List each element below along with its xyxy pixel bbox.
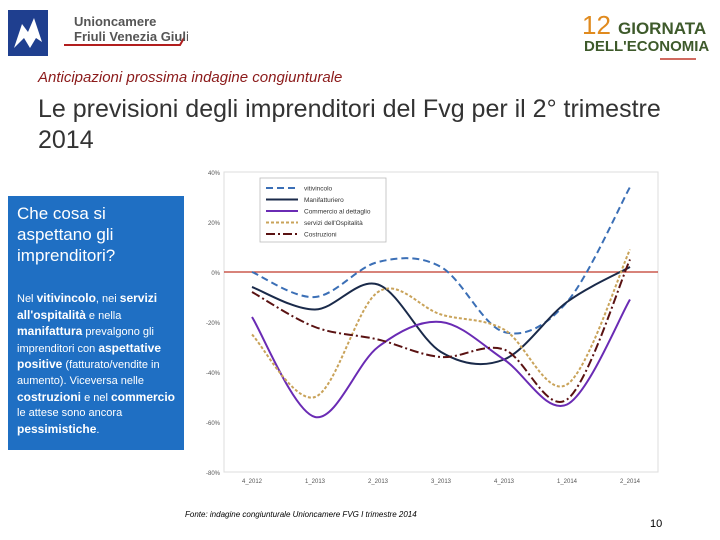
slide-title: Le previsioni degli imprenditori del Fvg… bbox=[38, 95, 661, 154]
x-tick-label: 2_2013 bbox=[368, 479, 389, 485]
box-text-segment: . bbox=[96, 423, 100, 436]
box-text-segment: e nella bbox=[85, 309, 122, 322]
series-line-3 bbox=[251, 249, 631, 399]
box-text-segment: , nei bbox=[95, 293, 120, 305]
x-tick-label: 1_2013 bbox=[305, 479, 326, 485]
x-tick-label: 2_2014 bbox=[620, 479, 641, 485]
logo-number: 12 bbox=[582, 10, 611, 40]
legend-label: Commercio al dettaglio bbox=[304, 209, 371, 216]
legend-label: vitivincolo bbox=[304, 186, 333, 193]
box-text-segment: (fatturato/vendite in aumento). Vicevers… bbox=[17, 359, 160, 387]
box-keyword: costruzioni bbox=[17, 389, 82, 404]
x-tick-label: 1_2014 bbox=[557, 479, 578, 485]
y-tick-label: -20% bbox=[206, 321, 221, 327]
series-line-0 bbox=[251, 186, 631, 335]
y-tick-label: 20% bbox=[208, 221, 221, 227]
source-note: Fonte: indagine congiunturale Unioncamer… bbox=[185, 510, 417, 519]
logo-line1: Unioncamere bbox=[74, 14, 156, 29]
series-line-4 bbox=[251, 259, 631, 403]
box-question: Che cosa si aspettano gli imprenditori? bbox=[17, 204, 116, 265]
logo-economia: DELL'ECONOMIA bbox=[584, 38, 709, 55]
box-keyword: commercio bbox=[110, 389, 176, 404]
giornata-economia-logo: 12 GIORNATA DELL'ECONOMIA bbox=[578, 4, 712, 70]
box-keyword: aspettative positive bbox=[17, 340, 162, 372]
logo-giornata: GIORNATA bbox=[618, 19, 706, 38]
x-tick-label: 4_2012 bbox=[242, 479, 263, 485]
question-box: Che cosa si aspettano gli imprenditori? … bbox=[8, 196, 184, 450]
box-explanation: Nel vitivincolo, nei servizi all'ospital… bbox=[17, 291, 181, 438]
y-tick-label: -60% bbox=[206, 421, 221, 427]
box-keyword: vitivincolo bbox=[36, 291, 96, 305]
page-number: 10 bbox=[650, 518, 663, 530]
box-keyword: pessimistiche bbox=[17, 421, 97, 436]
box-keyword: servizi all'ospitalità bbox=[17, 291, 158, 322]
box-text-segment: prevalgono gli imprenditori con bbox=[17, 326, 154, 355]
plot-area bbox=[223, 171, 659, 473]
y-tick-label: -40% bbox=[206, 371, 221, 377]
logo-line2: Friuli Venezia Giulia bbox=[74, 29, 188, 44]
series-line-1 bbox=[251, 266, 631, 366]
series-line-2 bbox=[251, 298, 631, 419]
box-keyword: manifattura bbox=[17, 324, 83, 339]
box-text-segment: Nel bbox=[17, 293, 37, 305]
x-tick-label: 4_2013 bbox=[494, 479, 515, 485]
forecast-line-chart: -80% -60% -40% -20% 0% 20% 40% 4_2012 1_2013 2_20… bbox=[206, 171, 659, 485]
eagle-crest-icon: Unioncamere Friuli Venezia Giulia bbox=[8, 10, 198, 56]
box-text-segment: e nel bbox=[81, 391, 111, 404]
legend-label: servizi dell'Ospitalità bbox=[304, 220, 363, 227]
box-text-segment: le attese sono ancora bbox=[17, 407, 123, 420]
y-tick-label: 0% bbox=[211, 271, 220, 277]
y-tick-label: 40% bbox=[208, 171, 221, 177]
unioncamere-logo: Unioncamere Friuli Venezia Giulia bbox=[8, 8, 198, 60]
legend-label: Costruzioni bbox=[304, 232, 337, 239]
slide-subtitle: Anticipazioni prossima indagine congiunt… bbox=[38, 69, 343, 86]
y-tick-label: -80% bbox=[206, 471, 221, 477]
x-tick-label: 3_2013 bbox=[431, 479, 452, 485]
legend-label: Manifatturiero bbox=[304, 197, 344, 204]
